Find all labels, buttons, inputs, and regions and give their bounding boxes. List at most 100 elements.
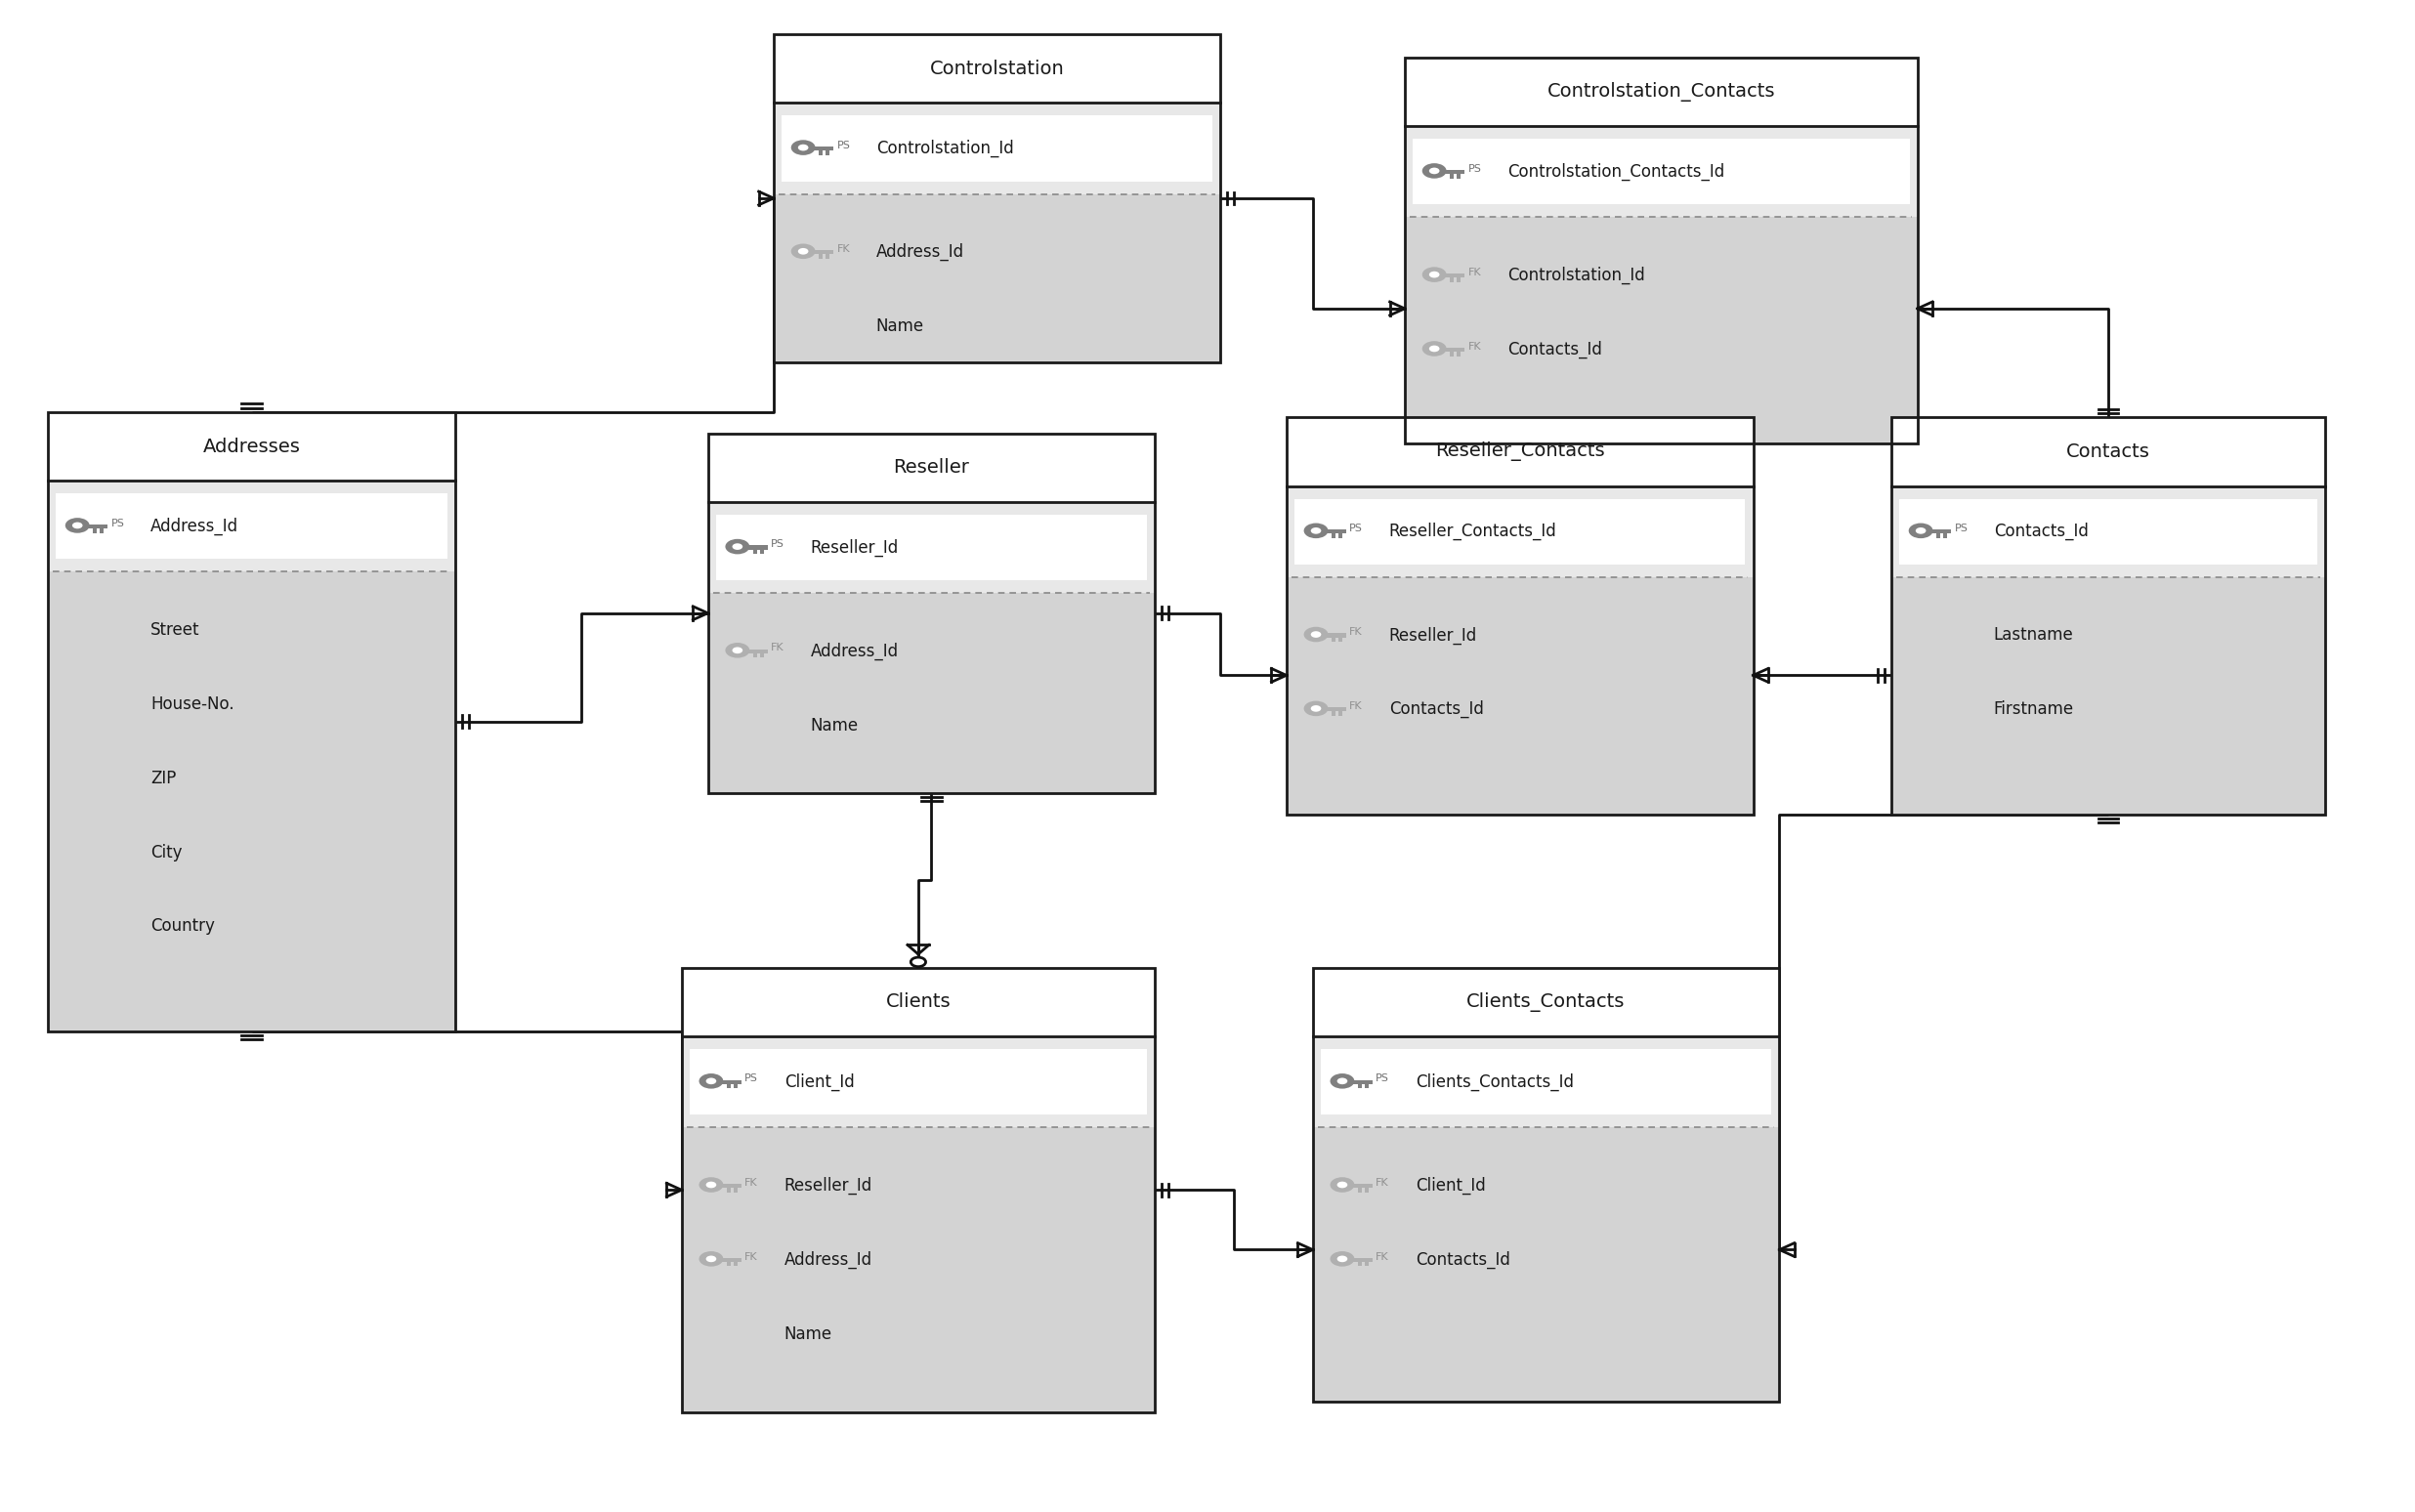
Text: Clients_Contacts: Clients_Contacts xyxy=(1466,992,1625,1012)
Text: Controlstation_Contacts_Id: Controlstation_Contacts_Id xyxy=(1507,163,1724,180)
Circle shape xyxy=(705,1255,717,1263)
Circle shape xyxy=(1422,342,1447,357)
Text: Contacts_Id: Contacts_Id xyxy=(1415,1250,1509,1269)
Text: Contacts_Id: Contacts_Id xyxy=(1995,523,2089,540)
Bar xyxy=(1927,529,1951,534)
Text: PS: PS xyxy=(1954,523,1968,534)
Circle shape xyxy=(1304,523,1328,538)
Circle shape xyxy=(1311,528,1321,534)
Circle shape xyxy=(1422,163,1447,178)
FancyBboxPatch shape xyxy=(48,411,456,481)
Text: PS: PS xyxy=(836,141,850,150)
Text: Name: Name xyxy=(877,318,925,336)
Bar xyxy=(82,525,109,528)
Text: Reseller_Id: Reseller_Id xyxy=(811,538,898,556)
Bar xyxy=(734,1188,737,1193)
Bar xyxy=(1456,352,1461,357)
Text: Controlstation: Controlstation xyxy=(930,59,1065,77)
Text: Client_Id: Client_Id xyxy=(1415,1176,1485,1194)
Text: Address_Id: Address_Id xyxy=(150,517,239,535)
Bar xyxy=(681,968,1154,1412)
Circle shape xyxy=(1908,523,1932,538)
Bar xyxy=(1456,278,1461,283)
Text: FK: FK xyxy=(770,643,785,653)
Bar xyxy=(809,249,833,254)
Text: ZIP: ZIP xyxy=(150,770,176,788)
Text: House-No.: House-No. xyxy=(150,696,234,714)
Bar xyxy=(727,1188,732,1193)
Circle shape xyxy=(1331,1178,1355,1193)
Bar xyxy=(727,1263,732,1267)
Text: Lastname: Lastname xyxy=(1995,626,2074,644)
Text: FK: FK xyxy=(1468,268,1480,277)
Bar xyxy=(1331,534,1335,538)
Text: FK: FK xyxy=(1468,342,1480,351)
Text: Reseller_Contacts_Id: Reseller_Contacts_Id xyxy=(1389,523,1558,540)
Bar xyxy=(1287,578,1753,813)
Text: Name: Name xyxy=(811,717,857,735)
Circle shape xyxy=(792,141,816,156)
Bar xyxy=(48,411,456,1031)
Circle shape xyxy=(1304,702,1328,717)
Circle shape xyxy=(1430,345,1439,352)
Text: Name: Name xyxy=(785,1325,833,1343)
Circle shape xyxy=(797,144,809,151)
Bar xyxy=(1287,417,1753,813)
Bar xyxy=(1287,487,1753,578)
Bar xyxy=(1898,499,2318,564)
Bar xyxy=(727,1084,732,1089)
Bar xyxy=(717,1258,741,1263)
Circle shape xyxy=(1338,1078,1348,1084)
Bar xyxy=(681,1128,1154,1412)
Bar xyxy=(48,481,456,572)
Bar xyxy=(1937,534,1942,538)
Text: PS: PS xyxy=(1468,163,1480,174)
Bar xyxy=(809,147,833,151)
Bar xyxy=(715,514,1147,581)
Text: Contacts_Id: Contacts_Id xyxy=(1507,340,1601,358)
Text: Street: Street xyxy=(150,621,200,640)
Text: Reseller: Reseller xyxy=(894,458,968,476)
Bar xyxy=(761,653,763,658)
Bar xyxy=(681,1037,1154,1128)
Bar xyxy=(1439,274,1463,278)
Circle shape xyxy=(724,643,749,658)
Circle shape xyxy=(698,1074,724,1089)
Bar xyxy=(1891,417,2326,813)
Bar xyxy=(1406,57,1918,445)
Text: FK: FK xyxy=(836,243,850,254)
Circle shape xyxy=(792,243,816,259)
FancyBboxPatch shape xyxy=(1406,57,1918,127)
Bar xyxy=(1439,169,1463,174)
Bar xyxy=(1364,1084,1369,1089)
Circle shape xyxy=(732,543,744,550)
Bar xyxy=(1338,712,1343,717)
Text: Address_Id: Address_Id xyxy=(785,1250,872,1269)
Bar xyxy=(1338,638,1343,643)
Bar xyxy=(92,528,97,532)
Text: Controlstation_Contacts: Controlstation_Contacts xyxy=(1548,82,1775,101)
Circle shape xyxy=(698,1178,724,1193)
Text: PS: PS xyxy=(744,1074,758,1084)
Bar xyxy=(717,1184,741,1188)
Circle shape xyxy=(1304,627,1328,643)
Circle shape xyxy=(1338,1181,1348,1188)
Circle shape xyxy=(732,647,744,653)
Circle shape xyxy=(797,248,809,254)
Circle shape xyxy=(1338,1255,1348,1263)
FancyBboxPatch shape xyxy=(708,432,1154,502)
Bar xyxy=(734,1263,737,1267)
Circle shape xyxy=(1331,1074,1355,1089)
Bar xyxy=(1364,1263,1369,1267)
FancyBboxPatch shape xyxy=(1287,417,1753,487)
Text: Firstname: Firstname xyxy=(1995,700,2074,718)
Bar xyxy=(1314,968,1780,1402)
Bar xyxy=(1449,174,1454,178)
Text: Contacts: Contacts xyxy=(2067,443,2149,461)
Circle shape xyxy=(1422,268,1447,283)
Bar xyxy=(826,151,831,156)
Text: FK: FK xyxy=(1377,1178,1389,1187)
Bar xyxy=(1294,499,1746,564)
Bar xyxy=(688,1049,1147,1114)
Text: Reseller_Id: Reseller_Id xyxy=(785,1176,872,1194)
